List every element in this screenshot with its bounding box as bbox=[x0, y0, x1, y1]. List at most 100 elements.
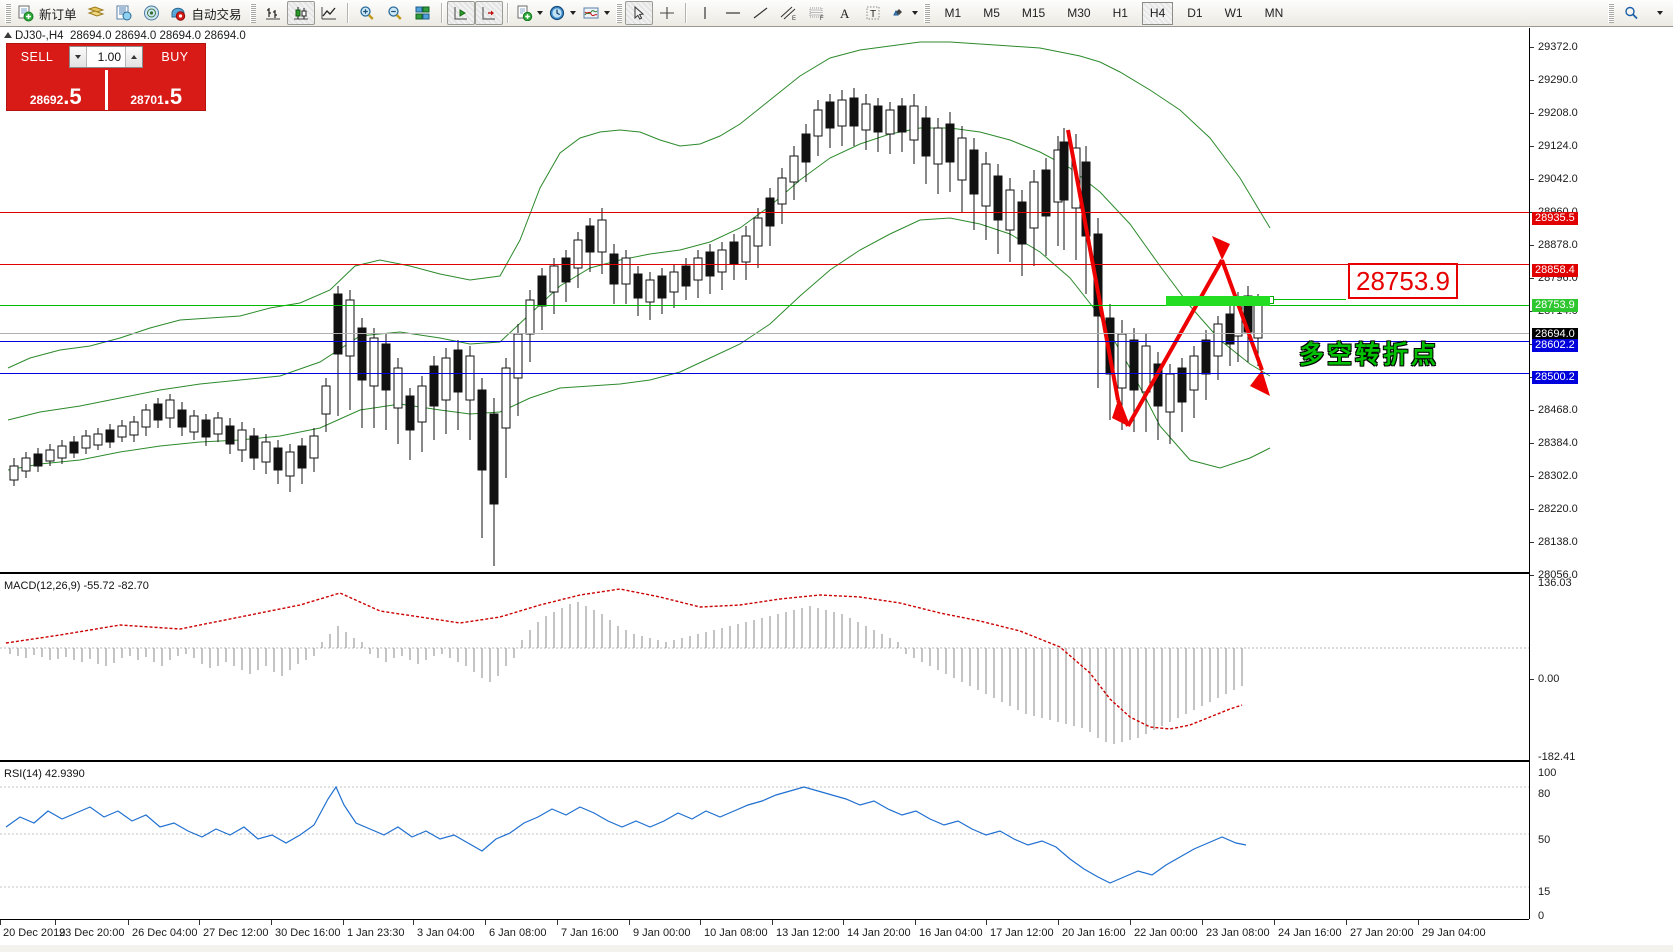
volume-value[interactable]: 1.00 bbox=[87, 47, 125, 67]
profiles-button[interactable] bbox=[82, 1, 110, 25]
equidistant-channel-button[interactable]: E bbox=[775, 1, 803, 25]
zoom-in-button[interactable] bbox=[353, 1, 381, 25]
crosshair-button[interactable] bbox=[653, 1, 681, 25]
support-line-2[interactable] bbox=[0, 373, 1529, 374]
macd-pane[interactable] bbox=[0, 577, 1529, 763]
rsi-label: RSI(14) 42.9390 bbox=[4, 768, 85, 780]
zone-highlight-bar[interactable] bbox=[1166, 296, 1270, 306]
buy-button[interactable]: BUY bbox=[161, 50, 189, 64]
auto-trading-button[interactable]: 自动交易 bbox=[166, 1, 247, 25]
horizontal-line-button[interactable] bbox=[719, 1, 747, 25]
time-label: 9 Jan 00:00 bbox=[633, 927, 691, 939]
zoom-out-button[interactable] bbox=[381, 1, 409, 25]
collapse-triangle-icon[interactable] bbox=[4, 32, 12, 38]
chart-shift-button[interactable] bbox=[446, 1, 475, 25]
templates-button[interactable] bbox=[513, 1, 546, 25]
rsi-pane[interactable] bbox=[0, 765, 1529, 920]
toolbar-grip-4[interactable] bbox=[923, 3, 930, 23]
timeframe-m15[interactable]: M15 bbox=[1021, 6, 1046, 20]
time-tick bbox=[0, 920, 1, 925]
search-icon bbox=[1625, 6, 1638, 20]
sell-price[interactable]: 28692.5 bbox=[7, 70, 105, 110]
macd-histogram bbox=[9, 602, 1243, 744]
tile-windows-button[interactable] bbox=[409, 1, 437, 25]
indicators-button[interactable] bbox=[579, 1, 613, 25]
rsi-line bbox=[5, 785, 1247, 884]
shapes-icon bbox=[892, 9, 902, 16]
profiles-icon bbox=[87, 6, 105, 17]
toolbar-grip-5[interactable] bbox=[1608, 3, 1614, 23]
pane-divider-1[interactable] bbox=[0, 572, 1529, 574]
resistance-line-2[interactable] bbox=[0, 264, 1529, 265]
text-button[interactable]: T bbox=[859, 1, 887, 25]
sell-button[interactable]: SELL bbox=[20, 50, 54, 64]
navigator-button[interactable] bbox=[138, 1, 166, 25]
time-label: 22 Jan 00:00 bbox=[1134, 927, 1198, 939]
time-label: 13 Jan 12:00 bbox=[776, 927, 840, 939]
chevron-down-icon[interactable] bbox=[1656, 11, 1663, 15]
cursor-button[interactable] bbox=[624, 1, 653, 25]
clock-icon bbox=[549, 5, 564, 21]
price-tag-support-1[interactable]: 28602.2 bbox=[1532, 339, 1578, 352]
timeframe-m30[interactable]: M30 bbox=[1067, 6, 1091, 20]
price-tag-support-2[interactable]: 28500.2 bbox=[1532, 371, 1578, 384]
bar-chart-button[interactable] bbox=[259, 1, 287, 25]
price-tick: 28138.0 bbox=[1530, 536, 1578, 548]
timeframe-mn[interactable]: MN bbox=[1264, 6, 1284, 20]
timeframe-w1[interactable]: W1 bbox=[1224, 6, 1243, 20]
period-caret-icon[interactable] bbox=[569, 11, 576, 15]
time-tick bbox=[986, 920, 987, 925]
price-tag-resistance-1[interactable]: 28935.5 bbox=[1532, 212, 1578, 225]
timeframe-d1[interactable]: D1 bbox=[1187, 6, 1203, 20]
volume-decrement[interactable] bbox=[70, 47, 87, 67]
time-label: 7 Jan 16:00 bbox=[561, 927, 619, 939]
indicators-caret-icon[interactable] bbox=[603, 11, 610, 15]
market-watch-button[interactable] bbox=[110, 1, 138, 25]
timeframe-group: M1 M5 M15 M30 H1 H4 D1 W1 MN bbox=[933, 1, 1292, 25]
target-callout-leader bbox=[1270, 299, 1346, 300]
price-tag-last[interactable]: 28694.0 bbox=[1532, 328, 1578, 341]
shapes-button[interactable] bbox=[887, 1, 921, 25]
new-order-button[interactable]: 新订单 bbox=[14, 1, 82, 25]
turning-point-note[interactable]: 多空转折点 bbox=[1299, 340, 1440, 369]
target-price-callout[interactable]: 28753.9 bbox=[1348, 263, 1458, 299]
text-label-button[interactable]: A bbox=[831, 1, 859, 25]
period-button[interactable] bbox=[546, 1, 579, 25]
line-chart-button[interactable] bbox=[315, 1, 343, 25]
timeframe-h4[interactable]: H4 bbox=[1141, 1, 1174, 25]
volume-stepper[interactable]: 1.00 bbox=[69, 46, 143, 68]
buy-price-main: 28701 bbox=[130, 93, 164, 107]
search-button[interactable] bbox=[1617, 1, 1645, 25]
svg-text:T: T bbox=[870, 9, 876, 20]
target-line[interactable] bbox=[0, 305, 1529, 306]
arrow-head-1 bbox=[1112, 400, 1128, 426]
vertical-line-button[interactable] bbox=[691, 1, 719, 25]
price-tag-target[interactable]: 28753.9 bbox=[1532, 299, 1578, 312]
macd-tick: 136.03 bbox=[1538, 577, 1572, 589]
price-chart-pane[interactable] bbox=[0, 28, 1529, 573]
volume-increment[interactable] bbox=[125, 47, 142, 67]
price-tag-resistance-2[interactable]: 28858.4 bbox=[1532, 264, 1578, 277]
dropdown-button[interactable] bbox=[1645, 1, 1673, 25]
toolbar-grip-1[interactable] bbox=[5, 3, 11, 23]
fibonacci-button[interactable]: F bbox=[803, 1, 831, 25]
trendline-button[interactable] bbox=[747, 1, 775, 25]
shapes-caret-icon[interactable] bbox=[911, 11, 918, 15]
candlestick-chart-button[interactable] bbox=[286, 1, 315, 25]
toolbar-grip-3[interactable] bbox=[615, 3, 622, 23]
support-line-1[interactable] bbox=[0, 341, 1529, 342]
timeframe-m1[interactable]: M1 bbox=[944, 6, 962, 20]
price-scale[interactable]: 29372.0 29290.0 29208.0 29124.0 29042.0 … bbox=[1529, 28, 1673, 922]
horizontal-scrollbar[interactable] bbox=[0, 945, 1673, 952]
timeframe-m5[interactable]: M5 bbox=[983, 6, 1000, 20]
auto-scroll-button[interactable] bbox=[474, 1, 503, 25]
timeframe-h1[interactable]: H1 bbox=[1112, 6, 1128, 20]
templates-caret-icon[interactable] bbox=[536, 11, 543, 15]
pane-divider-2[interactable] bbox=[0, 760, 1529, 762]
sell-price-main: 28692 bbox=[29, 93, 64, 107]
toolbar-grip-2[interactable] bbox=[249, 3, 256, 23]
buy-price[interactable]: 28701.5 bbox=[108, 70, 206, 110]
time-label: 20 Dec 2019 bbox=[3, 927, 66, 939]
resistance-line-1[interactable] bbox=[0, 212, 1529, 213]
